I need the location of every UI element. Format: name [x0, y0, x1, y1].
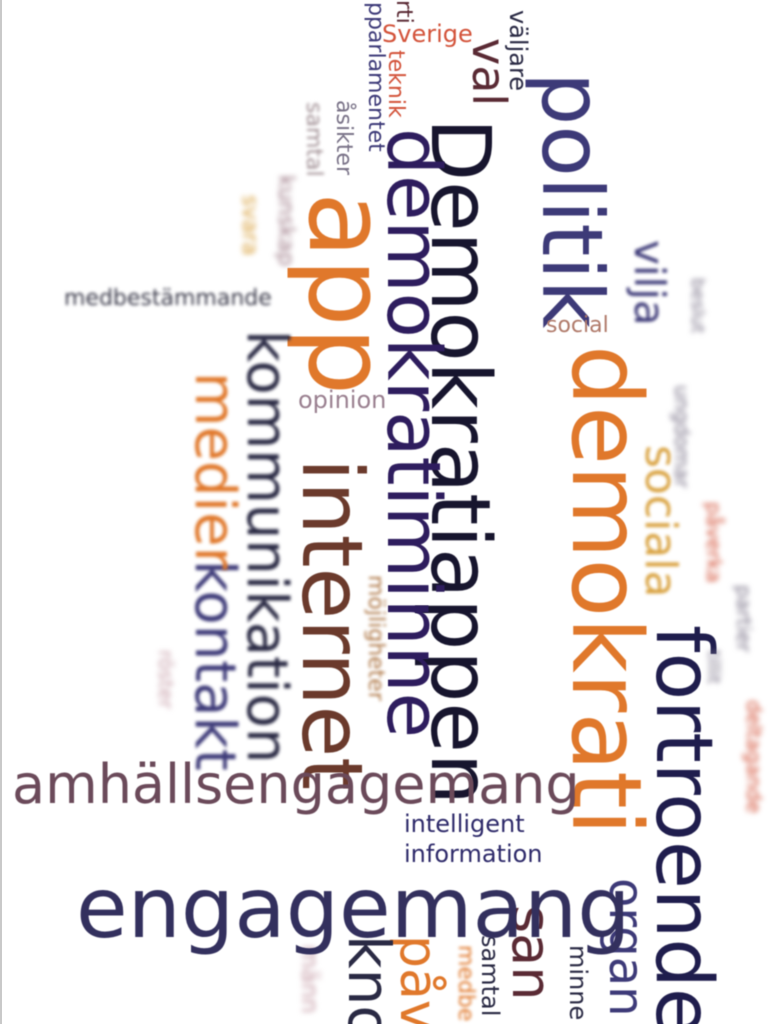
word-paverka: påverka	[702, 502, 726, 583]
word-opinion: opinion	[298, 386, 387, 414]
word-asikter: åsikter	[331, 100, 356, 176]
word-politik: politik	[523, 72, 621, 329]
word-social: social	[546, 313, 609, 338]
word-sverige: Sverige	[382, 20, 473, 48]
word-medier: medier	[182, 372, 247, 570]
word-svara: svara	[237, 195, 262, 256]
word-valjare: väljare	[504, 10, 532, 92]
word-vilja: vilja	[625, 240, 674, 326]
word-ungdomar: ungdomar	[670, 385, 694, 488]
word-kontakt: kontakt	[182, 560, 247, 771]
word-medbestammande: medbestämmande	[64, 286, 272, 311]
word-amhallsengagemang: amhällsengagemang	[12, 753, 580, 816]
word-beslut: beslut	[687, 278, 708, 334]
word-app: app	[284, 192, 409, 396]
word-mojligheter: möjligheter	[363, 575, 388, 701]
word-deltagande: deltagande	[742, 700, 766, 814]
word-samtal: samtal	[301, 102, 326, 177]
word-kunskap: kunskap	[273, 175, 298, 267]
word-rosta: röster	[154, 650, 178, 709]
word-partier: partier	[732, 585, 756, 653]
word-information: information	[404, 840, 543, 868]
word-internet: internet	[283, 458, 381, 791]
word-fortroende: fortroende	[638, 625, 728, 1024]
word-intelligent: intelligent	[404, 810, 525, 838]
word-engagemang: engagemang	[76, 859, 631, 957]
word-tillit: tillit	[703, 650, 724, 685]
